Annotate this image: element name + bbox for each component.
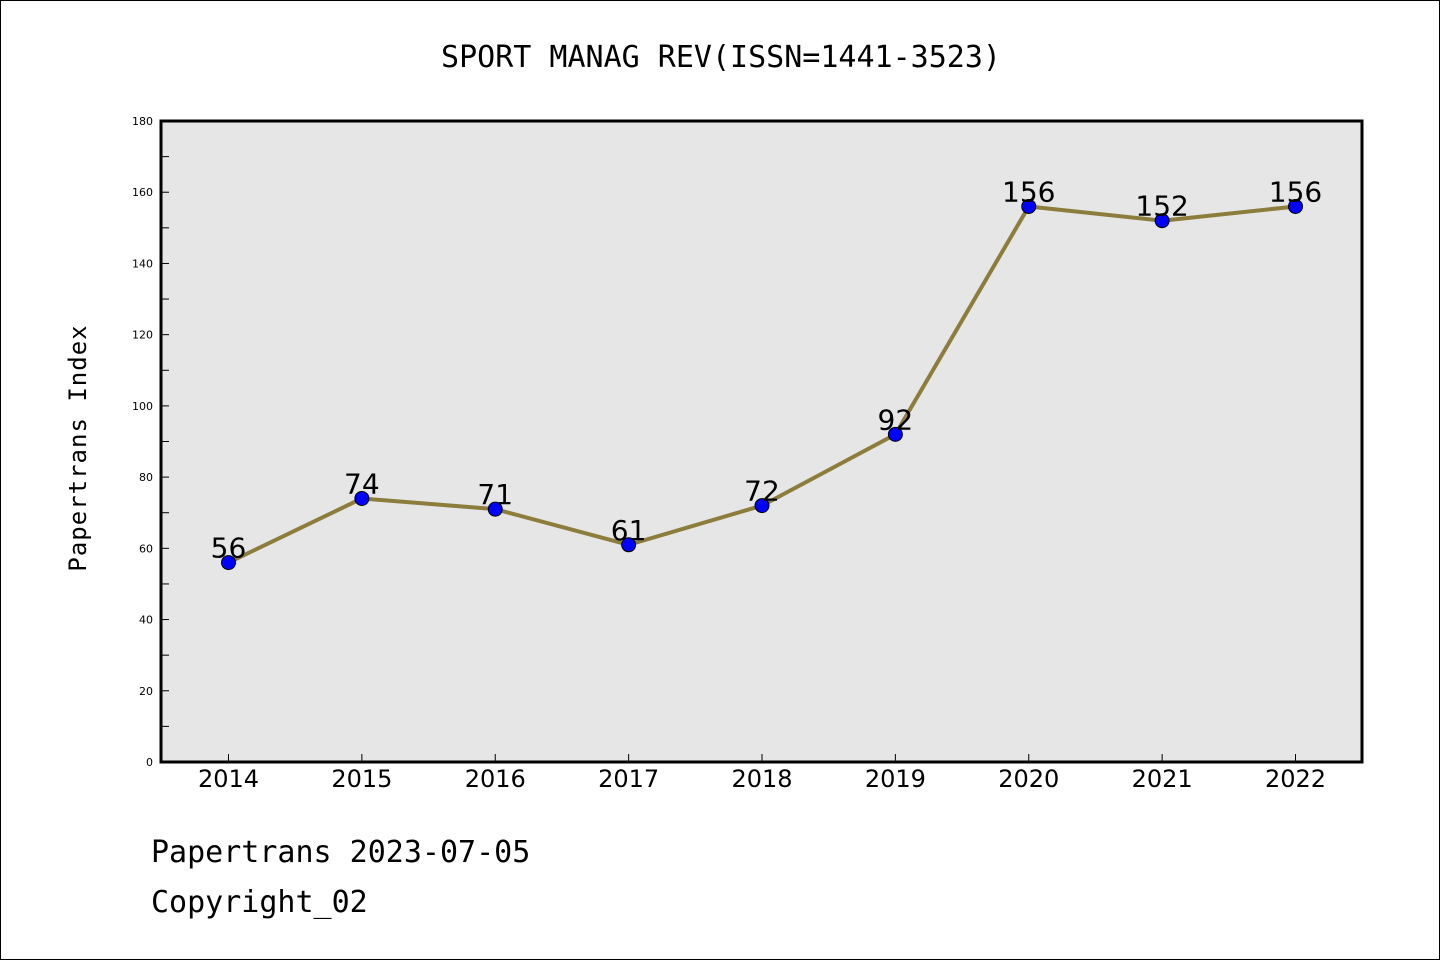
data-label-2020: 156 [1002, 175, 1055, 208]
y-tick-label-160: 160 [132, 186, 153, 199]
data-point-2015 [354, 490, 370, 506]
data-point-2016 [487, 501, 503, 517]
y-tick-label-140: 140 [132, 257, 153, 270]
y-tick-label-40: 40 [139, 614, 153, 627]
data-point-2020 [1021, 198, 1037, 214]
data-label-2018: 72 [744, 475, 780, 508]
y-tick-label-20: 20 [139, 685, 153, 698]
x-tick-label-2018: 2018 [731, 765, 792, 793]
data-point-2022 [1288, 198, 1303, 214]
plot-border [159, 119, 1364, 764]
x-tick-label-2016: 2016 [465, 765, 526, 793]
data-label-2015: 74 [344, 467, 380, 500]
data-point-2021 [1154, 213, 1170, 229]
data-point-2018 [754, 498, 770, 514]
data-label-2019: 92 [878, 403, 914, 436]
footer-stamp: Papertrans 2023-07-05 [151, 835, 531, 870]
x-tick-label-2017: 2017 [598, 765, 659, 793]
x-tick-label-2021: 2021 [1132, 765, 1193, 793]
data-label-2022: 156 [1269, 175, 1322, 208]
y-tick-label-180: 180 [132, 115, 153, 128]
data-label-2017: 61 [611, 514, 647, 547]
data-labels: 56 74 71 61 72 92 156 152 156 [211, 175, 1323, 564]
x-tick-label-2015: 2015 [331, 765, 392, 793]
data-label-2021: 152 [1135, 190, 1188, 223]
footer-copyright: Copyright_02 [151, 885, 368, 920]
y-axis-label: Papertrans Index [64, 324, 92, 571]
data-label-2014: 56 [211, 532, 247, 565]
y-tick-label-120: 120 [132, 329, 153, 342]
x-tick-label-2014: 2014 [198, 765, 259, 793]
data-point-2019 [887, 426, 903, 442]
x-tick-label-2019: 2019 [865, 765, 926, 793]
y-tick-label-80: 80 [139, 471, 153, 484]
data-point-2014 [221, 555, 236, 571]
data-point-2017 [621, 537, 637, 553]
data-label-2016: 71 [477, 478, 513, 511]
x-tick-label-2020: 2020 [998, 765, 1059, 793]
y-tick-label-100: 100 [132, 400, 153, 413]
y-tick-label-0: 0 [146, 756, 153, 769]
x-axis: 2014 2015 2016 2017 2018 2019 2020 2021 2022 [198, 754, 1326, 793]
x-tick-label-2022: 2022 [1265, 765, 1326, 793]
chart-title: SPORT MANAG REV(ISSN=1441-3523) [441, 40, 1001, 75]
y-tick-label-60: 60 [139, 542, 153, 555]
data-markers [221, 198, 1303, 571]
